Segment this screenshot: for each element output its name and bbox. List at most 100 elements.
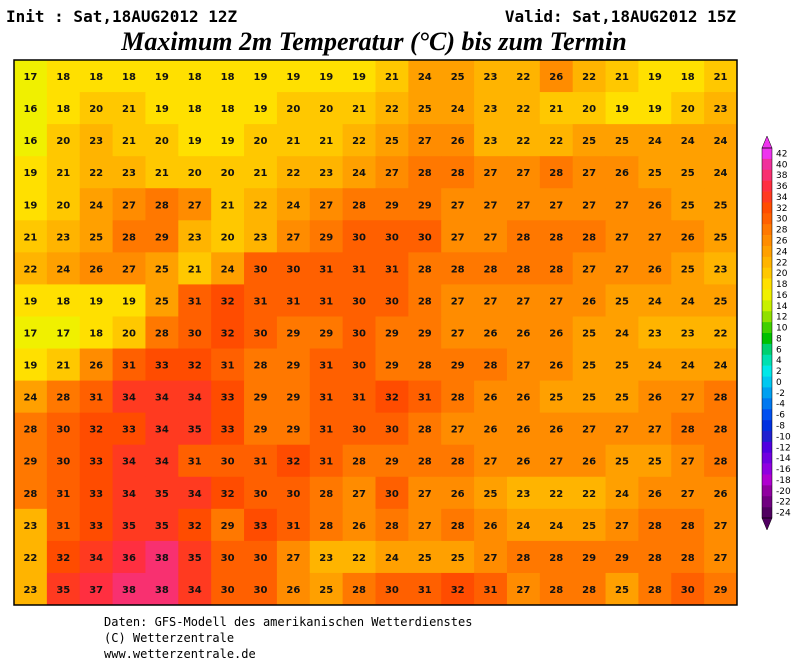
temperature-cell (342, 60, 376, 93)
colorbar-label: -8 (776, 422, 785, 432)
temperature-cell (539, 476, 574, 510)
temperature-label: 28 (451, 393, 465, 404)
temperature-label: 28 (319, 521, 333, 532)
temperature-label: 28 (549, 553, 563, 564)
temperature-label: 27 (484, 232, 498, 243)
temperature-label: 19 (23, 296, 37, 307)
temperature-cell (474, 188, 508, 221)
temperature-cell (539, 572, 574, 606)
temperature-cell (342, 316, 376, 350)
temperature-label: 20 (681, 104, 695, 115)
temperature-cell (375, 316, 409, 350)
temperature-label: 26 (549, 425, 563, 436)
temperature-label: 27 (188, 200, 202, 211)
temperature-cell (408, 156, 442, 189)
temperature-label: 30 (352, 425, 366, 436)
temperature-cell (244, 572, 278, 606)
temperature-cell (79, 380, 114, 414)
temperature-label: 22 (582, 489, 596, 500)
colorbar-swatch (762, 409, 772, 421)
temperature-label: 34 (188, 393, 202, 404)
colorbar-swatch (762, 311, 772, 323)
temperature-label: 26 (714, 489, 728, 500)
colorbar-label: 42 (776, 149, 787, 159)
temperature-cell (46, 92, 81, 125)
temperature-cell (572, 156, 607, 189)
temperature-label: 26 (286, 585, 300, 596)
temperature-cell (178, 412, 212, 446)
temperature-cell (638, 380, 672, 414)
colorbar-swatch (762, 180, 772, 192)
temperature-cell (309, 252, 344, 285)
temperature-label: 30 (681, 585, 695, 596)
temperature-cell (704, 508, 738, 542)
temperature-cell (605, 540, 639, 574)
temperature-cell (244, 124, 278, 157)
colorbar-label: 8 (776, 334, 782, 344)
temperature-cell (704, 284, 738, 317)
temperature-label: 30 (56, 457, 70, 468)
temperature-cell (112, 92, 146, 125)
temperature-label: 21 (319, 136, 333, 147)
temperature-cell (506, 316, 541, 350)
temperature-label: 26 (516, 425, 530, 436)
temperature-cell (46, 380, 81, 414)
temperature-label: 29 (286, 393, 300, 404)
temperature-cell (474, 540, 508, 574)
temperature-label: 19 (23, 200, 37, 211)
temperature-cell (474, 92, 508, 125)
temperature-cell (506, 188, 541, 221)
temperature-cell (46, 188, 81, 221)
colorbar-label: -12 (776, 443, 791, 453)
temperature-cell (671, 476, 705, 510)
temperature-label: 28 (352, 200, 366, 211)
temperature-cell (309, 124, 344, 157)
temperature-label: 27 (286, 553, 300, 564)
temperature-label: 23 (648, 329, 662, 340)
temperature-label: 31 (56, 489, 70, 500)
colorbar-swatch (762, 245, 772, 258)
temperature-cell (145, 380, 179, 414)
temperature-label: 25 (681, 200, 695, 211)
colorbar-swatch (762, 224, 772, 236)
temperature-label: 26 (352, 521, 366, 532)
temperature-label: 30 (385, 425, 399, 436)
temperature-label: 28 (23, 425, 37, 436)
temperature-label: 21 (549, 104, 563, 115)
temperature-label: 32 (221, 296, 235, 307)
temperature-cell (408, 540, 442, 574)
temperature-label: 28 (385, 521, 399, 532)
temperature-cell (704, 92, 738, 125)
temperature-cell (506, 284, 541, 317)
colorbar-swatch (762, 213, 772, 225)
temperature-cell (375, 412, 409, 446)
valid-label: Valid: Sat,18AUG2012 15Z (505, 7, 737, 26)
temperature-cell (211, 60, 245, 93)
temperature-label: 24 (714, 168, 728, 179)
temperature-label: 24 (385, 553, 399, 564)
temperature-cell (178, 540, 212, 574)
temperature-label: 25 (155, 296, 169, 307)
temperature-cell (506, 60, 541, 93)
temperature-cell (539, 348, 574, 382)
temperature-label: 24 (221, 264, 235, 275)
temperature-cell (605, 220, 639, 253)
colorbar-label: 24 (776, 247, 788, 257)
temperature-cell (211, 188, 245, 221)
temperature-cell (276, 476, 311, 510)
temperature-cell (605, 380, 639, 414)
temperature-label: 27 (549, 200, 563, 211)
temperature-cell (276, 156, 311, 189)
temperature-cell (441, 252, 475, 285)
temperature-label: 34 (155, 425, 169, 436)
temperature-cell (46, 124, 81, 157)
temperature-label: 27 (122, 264, 136, 275)
temperature-cell (276, 124, 311, 157)
temperature-label: 25 (615, 457, 629, 468)
colorbar-swatch (762, 191, 772, 203)
temperature-label: 18 (56, 104, 70, 115)
temperature-cell (276, 92, 311, 125)
temperature-label: 28 (516, 264, 530, 275)
temperature-label: 31 (254, 296, 268, 307)
temperature-label: 16 (23, 136, 37, 147)
